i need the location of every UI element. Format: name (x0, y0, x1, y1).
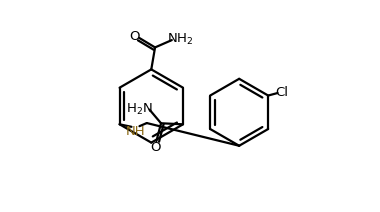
Text: NH$_2$: NH$_2$ (167, 32, 194, 47)
Text: O: O (150, 141, 161, 154)
Text: H$_2$N: H$_2$N (126, 102, 153, 117)
Text: Cl: Cl (276, 86, 289, 99)
Text: O: O (129, 31, 139, 43)
Text: NH: NH (125, 125, 145, 138)
